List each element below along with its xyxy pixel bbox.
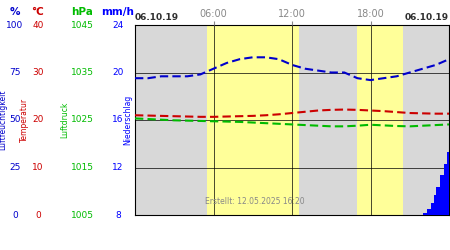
- Text: Erstellt: 12.05.2025 16:20: Erstellt: 12.05.2025 16:20: [204, 196, 304, 205]
- Text: 06.10.19: 06.10.19: [405, 13, 449, 22]
- Text: 75: 75: [9, 68, 21, 77]
- Bar: [423, 212, 428, 215]
- Bar: [434, 195, 438, 215]
- Text: 20: 20: [32, 116, 44, 124]
- Text: 12: 12: [112, 163, 124, 172]
- Text: Temperatur: Temperatur: [19, 98, 28, 142]
- Text: 1025: 1025: [71, 116, 94, 124]
- Bar: [444, 164, 449, 215]
- Text: Niederschlag: Niederschlag: [123, 95, 132, 145]
- Text: 10: 10: [32, 163, 44, 172]
- Bar: [436, 187, 441, 215]
- Text: %: %: [10, 7, 20, 17]
- Bar: [431, 203, 436, 215]
- Text: 40: 40: [32, 20, 44, 30]
- Text: 24: 24: [112, 20, 124, 30]
- Bar: [357, 25, 403, 215]
- Text: 8: 8: [115, 210, 121, 220]
- Text: 16: 16: [112, 116, 124, 124]
- Bar: [447, 152, 450, 215]
- Text: 1045: 1045: [71, 20, 94, 30]
- Text: hPa: hPa: [71, 7, 93, 17]
- Text: 0: 0: [35, 210, 41, 220]
- Bar: [207, 25, 298, 215]
- Text: 100: 100: [6, 20, 23, 30]
- Bar: [440, 176, 445, 215]
- Text: 1035: 1035: [71, 68, 94, 77]
- Text: mm/h: mm/h: [102, 7, 135, 17]
- Bar: [427, 209, 432, 215]
- Text: Luftfeuchtigkeit: Luftfeuchtigkeit: [0, 90, 8, 150]
- Text: °C: °C: [32, 7, 45, 17]
- Text: 50: 50: [9, 116, 21, 124]
- Text: 06.10.19: 06.10.19: [135, 13, 179, 22]
- Text: 0: 0: [12, 210, 18, 220]
- Text: 30: 30: [32, 68, 44, 77]
- Text: Luftdruck: Luftdruck: [60, 102, 69, 138]
- Text: 25: 25: [9, 163, 21, 172]
- Text: 20: 20: [112, 68, 124, 77]
- Text: 1005: 1005: [71, 210, 94, 220]
- Text: 1015: 1015: [71, 163, 94, 172]
